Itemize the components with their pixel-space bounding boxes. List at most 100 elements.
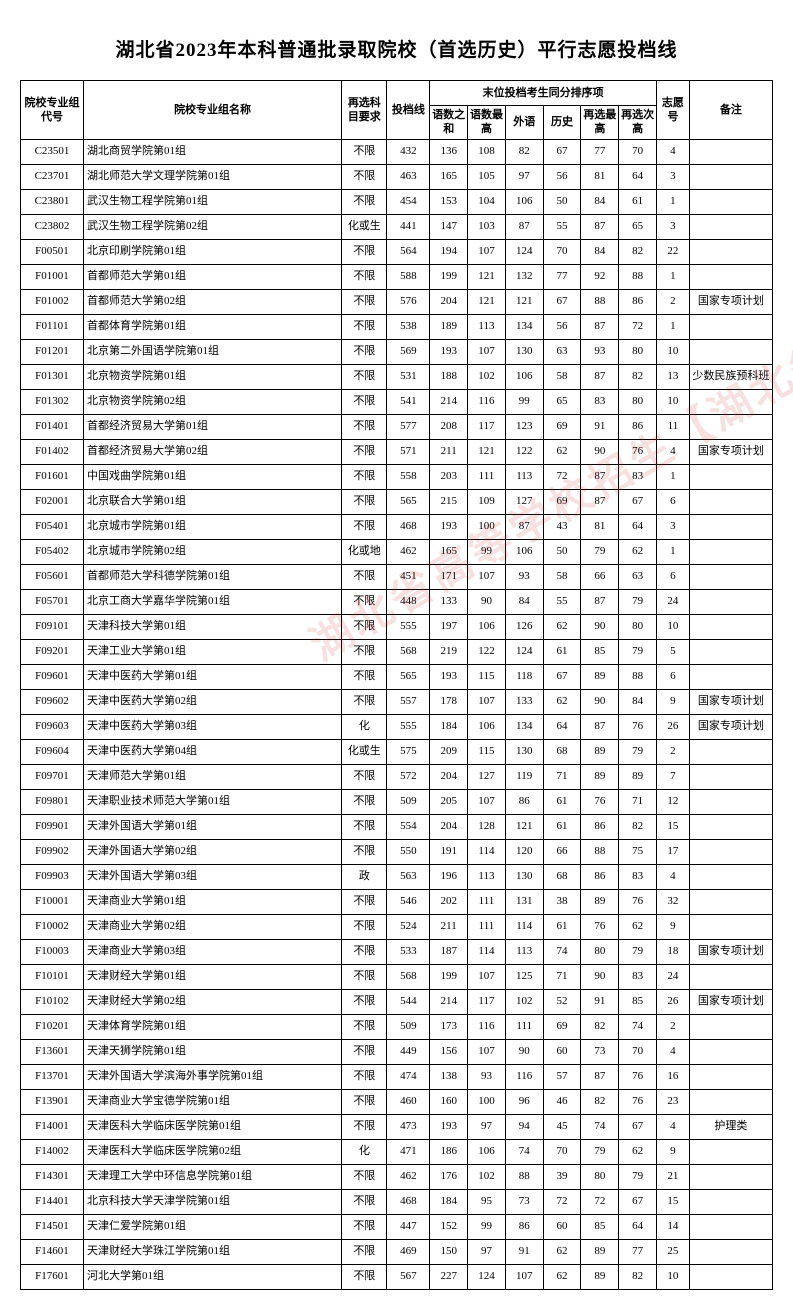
cell-code: F14001 [21, 1114, 84, 1139]
cell-s3: 125 [505, 964, 543, 989]
cell-remark [689, 314, 772, 339]
cell-s4: 69 [543, 414, 581, 439]
cell-s3: 120 [505, 839, 543, 864]
cell-code: F09604 [21, 739, 84, 764]
cell-name: 天津医科大学临床医学院第02组 [83, 1139, 341, 1164]
cell-req: 不限 [342, 439, 387, 464]
cell-score: 468 [387, 514, 430, 539]
cell-wish: 10 [657, 614, 690, 639]
cell-name: 天津理工大学中环信息学院第01组 [83, 1164, 341, 1189]
cell-name: 天津科技大学第01组 [83, 614, 341, 639]
table-row: F01001首都师范大学第01组不限5881991211327792881 [21, 264, 773, 289]
table-row: F05402北京城市学院第02组化或地462165991065079621 [21, 539, 773, 564]
cell-s4: 50 [543, 539, 581, 564]
table-row: F01601中国戏曲学院第01组不限5582031111137287831 [21, 464, 773, 489]
cell-wish: 15 [657, 814, 690, 839]
cell-s3: 87 [505, 214, 543, 239]
cell-name: 天津商业大学第02组 [83, 914, 341, 939]
cell-s3: 93 [505, 564, 543, 589]
cell-wish: 7 [657, 764, 690, 789]
cell-name: 天津外国语大学滨海外事学院第01组 [83, 1064, 341, 1089]
cell-s2: 111 [468, 889, 506, 914]
cell-remark [689, 564, 772, 589]
cell-name: 天津中医药大学第02组 [83, 689, 341, 714]
cell-req: 化或地 [342, 539, 387, 564]
cell-name: 天津工业大学第01组 [83, 639, 341, 664]
cell-s3: 73 [505, 1189, 543, 1214]
cell-wish: 10 [657, 1264, 690, 1289]
cell-wish: 23 [657, 1089, 690, 1114]
cell-code: F01402 [21, 439, 84, 464]
cell-wish: 13 [657, 364, 690, 389]
table-row: F14501天津仁爱学院第01组不限447152998660856414 [21, 1214, 773, 1239]
cell-s5: 73 [581, 1039, 619, 1064]
cell-req: 不限 [342, 1164, 387, 1189]
cell-s4: 61 [543, 814, 581, 839]
cell-req: 不限 [342, 1189, 387, 1214]
cell-s6: 76 [619, 714, 657, 739]
cell-score: 448 [387, 589, 430, 614]
cell-s6: 76 [619, 889, 657, 914]
cell-s2: 127 [468, 764, 506, 789]
cell-s1: 184 [430, 1189, 468, 1214]
cell-s6: 83 [619, 464, 657, 489]
cell-remark [689, 1139, 772, 1164]
cell-s1: 160 [430, 1089, 468, 1114]
cell-s4: 38 [543, 889, 581, 914]
cell-s5: 90 [581, 689, 619, 714]
cell-s3: 132 [505, 264, 543, 289]
cell-s5: 85 [581, 639, 619, 664]
cell-req: 不限 [342, 839, 387, 864]
table-row: C23701湖北师范大学文理学院第01组不限463165105975681643 [21, 164, 773, 189]
cell-score: 557 [387, 689, 430, 714]
cell-code: F10102 [21, 989, 84, 1014]
cell-req: 不限 [342, 1064, 387, 1089]
cell-s4: 56 [543, 314, 581, 339]
cell-s5: 74 [581, 1114, 619, 1139]
cell-req: 不限 [342, 1014, 387, 1039]
cell-s3: 122 [505, 439, 543, 464]
cell-s5: 87 [581, 489, 619, 514]
cell-code: F10201 [21, 1014, 84, 1039]
cell-s1: 188 [430, 364, 468, 389]
cell-s1: 193 [430, 664, 468, 689]
table-row: F09701天津师范大学第01组不限5722041271197189897 [21, 764, 773, 789]
cell-s2: 128 [468, 814, 506, 839]
cell-s2: 100 [468, 514, 506, 539]
cell-s3: 130 [505, 739, 543, 764]
cell-s2: 113 [468, 864, 506, 889]
cell-s2: 102 [468, 1164, 506, 1189]
cell-score: 546 [387, 889, 430, 914]
cell-s5: 66 [581, 564, 619, 589]
cell-s2: 107 [468, 564, 506, 589]
cell-code: F13601 [21, 1039, 84, 1064]
cell-score: 524 [387, 914, 430, 939]
cell-score: 558 [387, 464, 430, 489]
cell-name: 首都师范大学第02组 [83, 289, 341, 314]
cell-s2: 93 [468, 1064, 506, 1089]
cell-s4: 60 [543, 1214, 581, 1239]
cell-code: F02001 [21, 489, 84, 514]
table-row: F09201天津工业大学第01组不限5682191221246185795 [21, 639, 773, 664]
table-row: F09902天津外国语大学第02组不限55019111412066887517 [21, 839, 773, 864]
cell-s5: 89 [581, 1264, 619, 1289]
cell-remark [689, 1089, 772, 1114]
cell-s5: 89 [581, 764, 619, 789]
cell-score: 568 [387, 964, 430, 989]
cell-s4: 58 [543, 564, 581, 589]
cell-score: 474 [387, 1064, 430, 1089]
cell-s6: 67 [619, 1189, 657, 1214]
cell-wish: 24 [657, 964, 690, 989]
cell-req: 化 [342, 1139, 387, 1164]
cell-code: F01401 [21, 414, 84, 439]
cell-name: 北京科技大学天津学院第01组 [83, 1189, 341, 1214]
cell-s6: 64 [619, 164, 657, 189]
cell-s2: 122 [468, 639, 506, 664]
cell-s4: 58 [543, 364, 581, 389]
cell-s4: 65 [543, 389, 581, 414]
cell-s6: 77 [619, 1239, 657, 1264]
cell-s6: 80 [619, 339, 657, 364]
cell-s4: 50 [543, 189, 581, 214]
cell-name: 北京城市学院第01组 [83, 514, 341, 539]
cell-name: 天津体育学院第01组 [83, 1014, 341, 1039]
